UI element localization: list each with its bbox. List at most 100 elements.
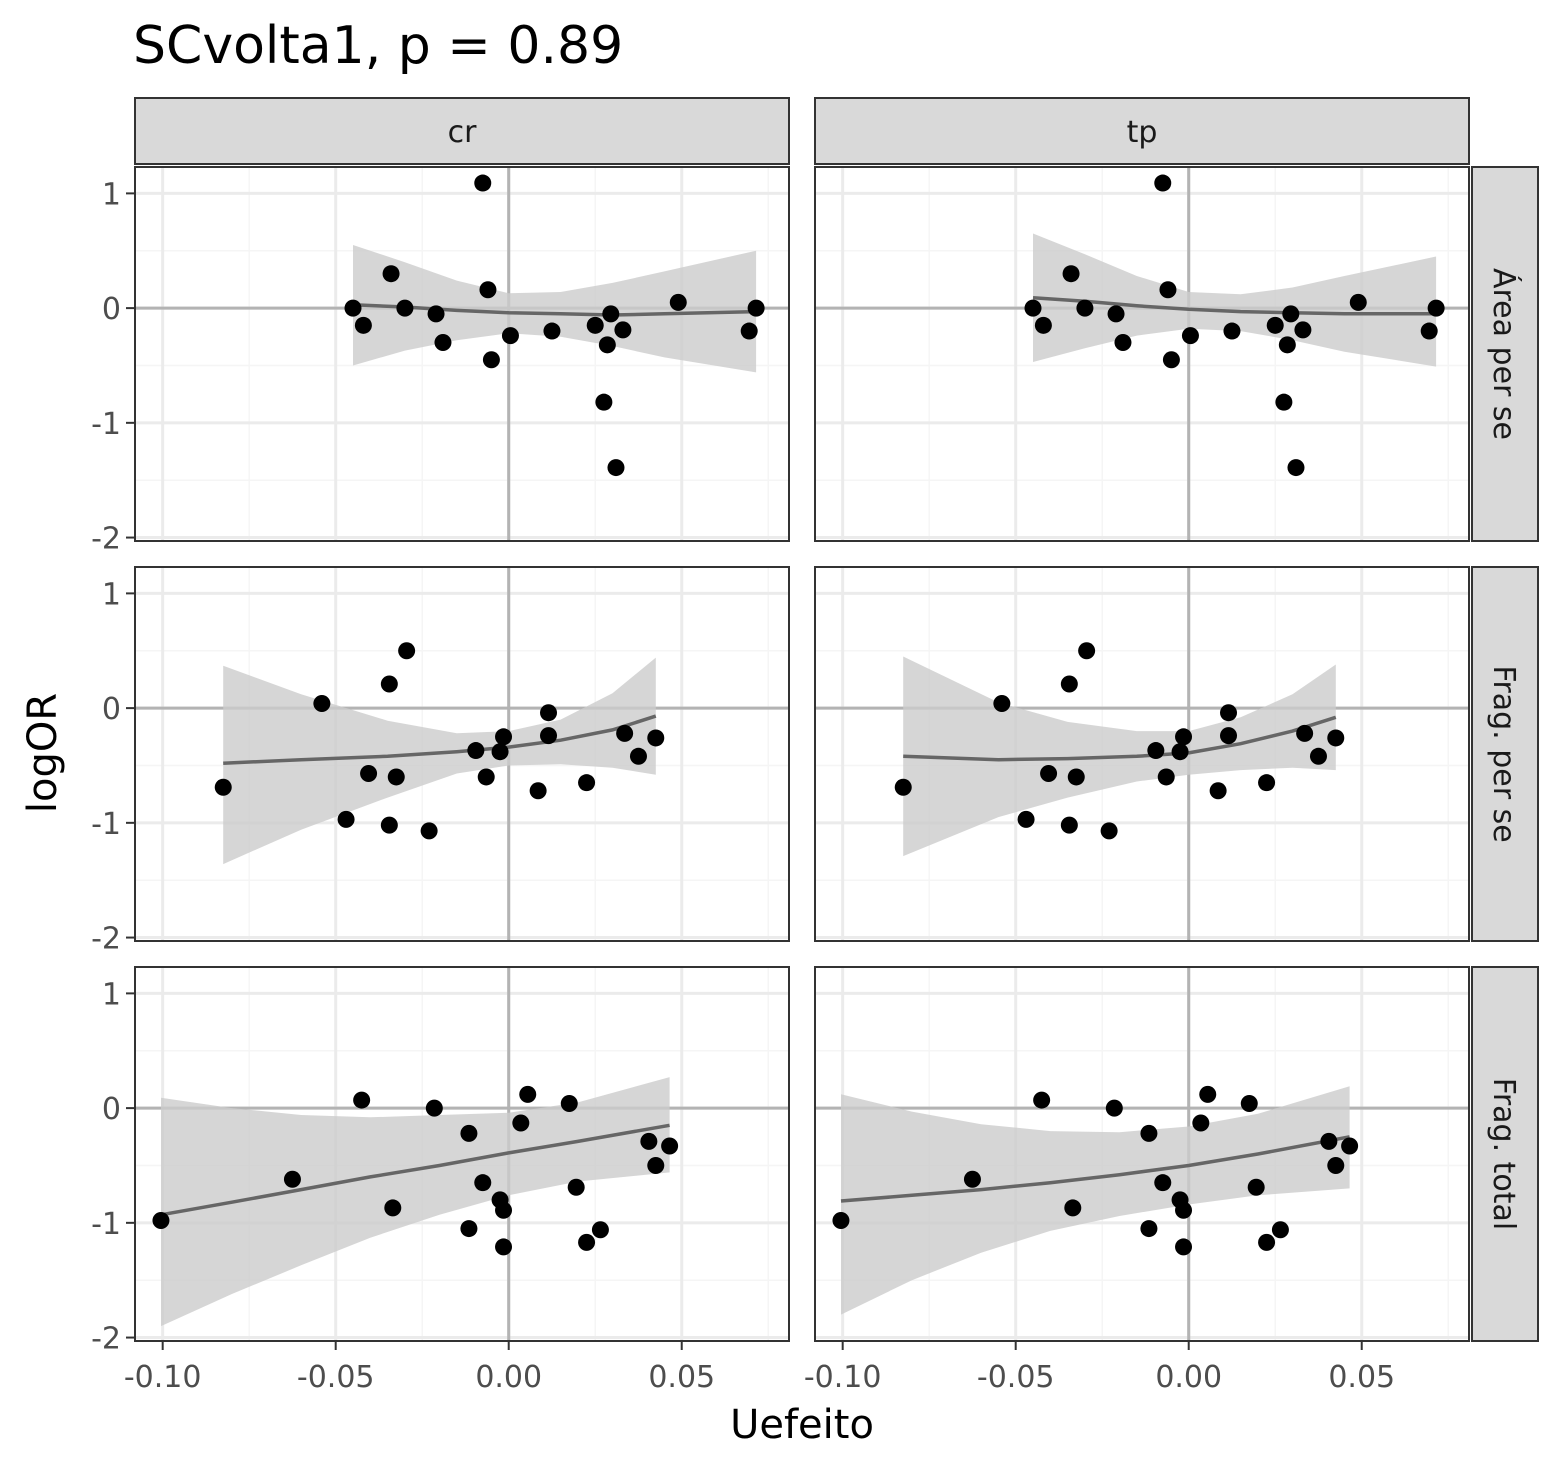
y-tick-label: 0: [102, 292, 121, 327]
data-point: [387, 768, 405, 786]
data-point: [382, 265, 400, 283]
confidence-band: [1033, 233, 1437, 367]
data-point: [1247, 1178, 1265, 1196]
data-point: [1327, 729, 1345, 747]
data-point: [1275, 393, 1293, 411]
facet-panels: cr tp Área per se Frag. per se Frag. total 1 0…: [91, 97, 1539, 1395]
fit-line: [1032, 296, 1437, 316]
data-point: [1199, 1085, 1217, 1103]
x-tick-label: 0.00: [1155, 1360, 1222, 1395]
data-point: [1024, 299, 1042, 317]
data-point: [1294, 321, 1312, 339]
data-point: [283, 1170, 301, 1188]
facet-panel-tp-2: [814, 966, 1470, 1342]
data-point: [1240, 1095, 1258, 1113]
data-point: [1320, 1132, 1338, 1150]
data-point: [598, 336, 616, 354]
data-point: [427, 305, 445, 323]
data-point: [425, 1099, 443, 1117]
column-strip-cr: [134, 97, 790, 165]
data-point: [1175, 1238, 1193, 1256]
x-axis-title: Uefeito: [730, 1402, 874, 1448]
y-axis-title: logOR: [20, 693, 66, 813]
data-point: [578, 774, 596, 792]
data-point: [477, 768, 495, 786]
fit-line: [352, 302, 757, 317]
data-point: [832, 1212, 850, 1230]
y-tick-label: -1: [91, 407, 121, 442]
panel-border: [814, 566, 1470, 942]
fit-line: [840, 1135, 1350, 1203]
data-point: [1341, 1137, 1359, 1155]
data-point: [740, 322, 758, 340]
panel-border: [134, 966, 790, 1342]
data-point: [1162, 351, 1180, 369]
data-point: [640, 1132, 658, 1150]
y-tick-label: -2: [91, 1322, 121, 1357]
row-strip-label: Frag. per se: [1486, 665, 1521, 842]
data-point: [1157, 768, 1175, 786]
data-point: [420, 822, 438, 840]
data-point: [1278, 336, 1296, 354]
data-point: [1159, 281, 1177, 299]
data-point: [1140, 1124, 1158, 1142]
y-tick-label: -2: [91, 522, 121, 557]
data-point: [578, 1233, 596, 1251]
data-point: [614, 321, 632, 339]
data-point: [360, 765, 378, 783]
data-point: [1017, 810, 1035, 828]
data-point: [747, 299, 765, 317]
data-point: [482, 351, 500, 369]
data-point: [647, 1156, 665, 1174]
data-point: [1192, 1114, 1210, 1132]
data-point: [1171, 743, 1189, 761]
y-tick-label: 0: [102, 1092, 121, 1127]
facet-panel-cr-2: [134, 966, 790, 1342]
x-tick-label: -0.05: [297, 1360, 375, 1395]
data-point: [560, 1095, 578, 1113]
y-tick-label: 1: [102, 177, 121, 212]
data-point: [963, 1170, 981, 1188]
data-point: [519, 1085, 537, 1103]
data-point: [529, 782, 547, 800]
data-point: [567, 1178, 585, 1196]
data-point: [467, 742, 485, 760]
panel-border: [814, 166, 1470, 542]
data-point: [396, 299, 414, 317]
confidence-band: [223, 657, 656, 865]
data-point: [460, 1124, 478, 1142]
data-point: [993, 695, 1011, 713]
data-point: [602, 305, 620, 323]
data-point: [607, 459, 625, 477]
data-point: [495, 728, 513, 746]
data-point: [1258, 774, 1276, 792]
data-point: [1154, 1174, 1172, 1192]
data-point: [661, 1137, 679, 1155]
data-point: [380, 675, 398, 693]
data-point: [1282, 305, 1300, 323]
y-tick-label: 1: [102, 577, 121, 612]
data-point: [540, 704, 558, 722]
data-point: [495, 1201, 513, 1219]
data-point: [512, 1114, 530, 1132]
row-strip-0: [1471, 166, 1539, 542]
fit-line: [160, 1123, 670, 1217]
data-point: [152, 1212, 170, 1230]
data-point: [540, 727, 558, 745]
data-point: [591, 1221, 609, 1239]
chart-title: SCvolta1, p = 0.89: [133, 16, 623, 76]
data-point: [1060, 816, 1078, 834]
data-point: [1258, 1233, 1276, 1251]
y-tick-label: 1: [102, 977, 121, 1012]
data-point: [1266, 316, 1284, 334]
data-point: [1220, 704, 1238, 722]
data-point: [629, 747, 647, 765]
data-point: [344, 299, 362, 317]
x-tick-label: -0.10: [124, 1360, 202, 1395]
x-tick-label: 0.05: [1328, 1360, 1395, 1395]
data-point: [1105, 1099, 1123, 1117]
facet-panel-tp-0: [814, 166, 1470, 542]
x-tick-label: -0.10: [804, 1360, 882, 1395]
data-point: [1175, 1201, 1193, 1219]
